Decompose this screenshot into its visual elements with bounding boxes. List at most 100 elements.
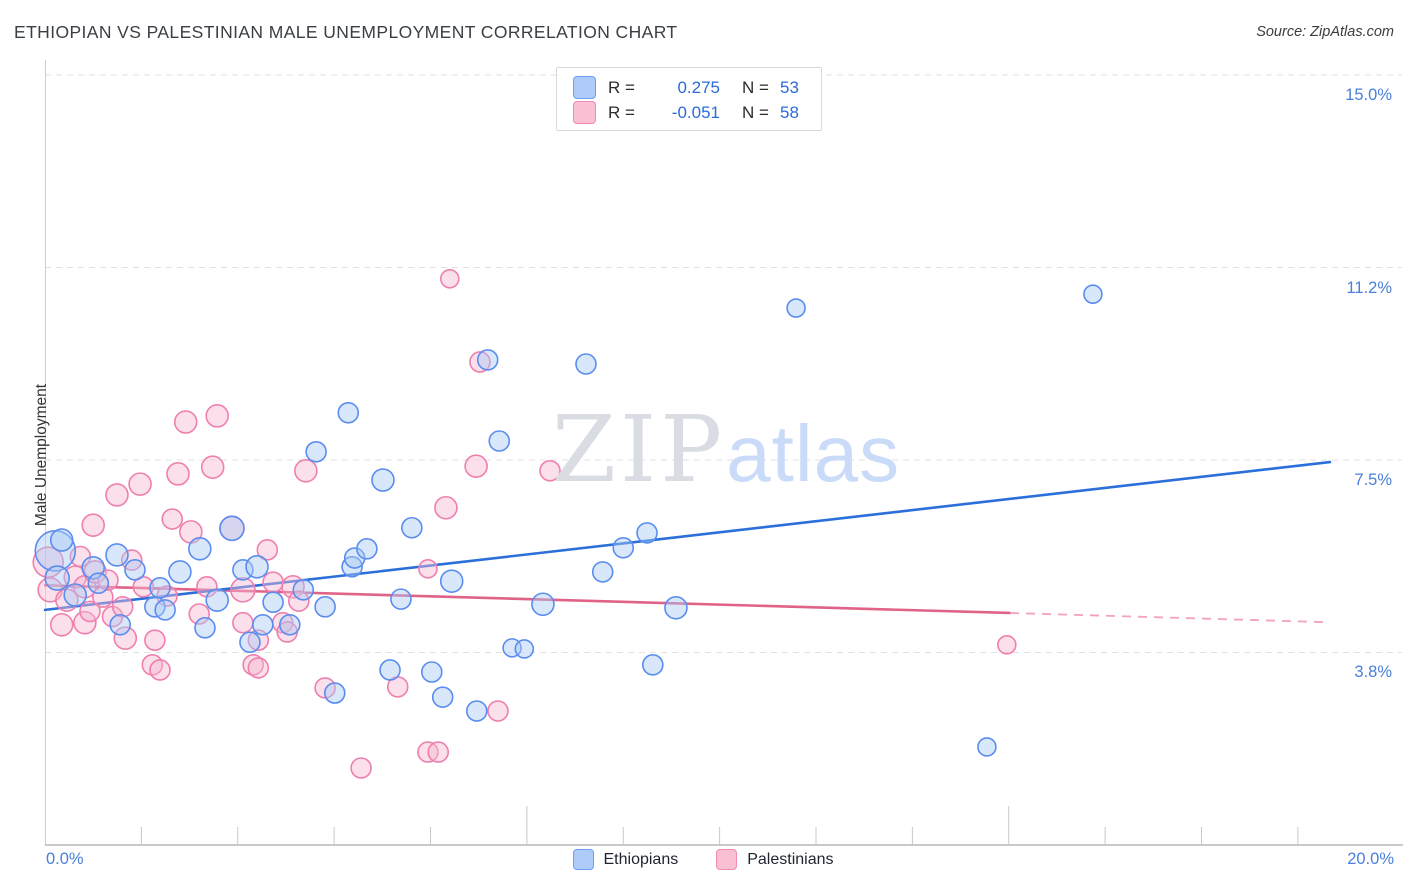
point-palestinians bbox=[128, 472, 152, 496]
point-ethiopians bbox=[431, 686, 454, 708]
point-ethiopians bbox=[612, 536, 635, 559]
ethiopians-swatch bbox=[573, 76, 596, 99]
point-palestinians bbox=[173, 410, 198, 434]
point-palestinians bbox=[469, 351, 491, 373]
point-ethiopians bbox=[642, 654, 664, 676]
point-ethiopians bbox=[636, 522, 658, 544]
point-palestinians bbox=[418, 559, 438, 579]
point-palestinians bbox=[132, 575, 155, 598]
n-value-ethiopians: 53 bbox=[780, 77, 799, 97]
point-ethiopians bbox=[465, 700, 488, 722]
point-ethiopians bbox=[977, 737, 997, 757]
point-palestinians bbox=[81, 513, 105, 537]
point-palestinians bbox=[427, 741, 450, 763]
point-palestinians bbox=[262, 571, 284, 593]
point-ethiopians bbox=[591, 561, 614, 583]
point-palestinians bbox=[200, 455, 225, 479]
point-palestinians bbox=[92, 586, 114, 608]
legend-row-ethiopians: R = 0.275 N = 53 bbox=[573, 75, 821, 100]
point-ethiopians bbox=[194, 617, 216, 639]
point-palestinians bbox=[49, 612, 74, 637]
n-label: N = bbox=[742, 77, 769, 97]
trend-line-palestinians bbox=[43, 583, 1012, 615]
y-tick-label-11-2: 11.2% bbox=[1346, 279, 1392, 297]
point-ethiopians bbox=[205, 588, 229, 612]
point-ethiopians bbox=[786, 298, 806, 318]
y-axis-title: Male Unemployment bbox=[33, 383, 50, 527]
point-palestinians bbox=[232, 611, 254, 634]
point-ethiopians bbox=[371, 468, 395, 492]
point-ethiopians bbox=[292, 579, 315, 601]
point-palestinians bbox=[350, 757, 372, 779]
point-palestinians bbox=[247, 657, 270, 679]
n-label: N = bbox=[742, 102, 769, 122]
point-ethiopians bbox=[514, 639, 535, 659]
point-palestinians bbox=[287, 590, 310, 612]
point-palestinians bbox=[294, 458, 318, 483]
point-ethiopians bbox=[87, 572, 110, 595]
point-ethiopians bbox=[188, 537, 212, 561]
point-ethiopians bbox=[337, 401, 360, 424]
x-axis-max-label: 20.0% bbox=[1347, 850, 1394, 868]
header: ETHIOPIAN VS PALESTINIAN MALE UNEMPLOYME… bbox=[0, 0, 1406, 50]
point-ethiopians bbox=[109, 613, 131, 636]
point-palestinians bbox=[230, 577, 256, 603]
point-ethiopians bbox=[379, 659, 401, 681]
point-ethiopians bbox=[105, 543, 129, 567]
x-axis-min-label: 0.0% bbox=[46, 850, 84, 868]
point-ethiopians bbox=[63, 583, 87, 607]
point-ethiopians bbox=[420, 661, 443, 683]
point-ethiopians bbox=[1083, 284, 1103, 304]
point-palestinians bbox=[256, 539, 279, 561]
point-ethiopians bbox=[149, 577, 171, 599]
point-ethiopians bbox=[44, 565, 71, 591]
r-value-ethiopians: 0.275 bbox=[677, 77, 720, 97]
point-palestinians bbox=[32, 546, 65, 578]
point-palestinians bbox=[188, 603, 210, 625]
point-palestinians bbox=[149, 659, 171, 681]
point-ethiopians bbox=[262, 591, 284, 613]
point-ethiopians bbox=[390, 588, 412, 610]
point-ethiopians bbox=[575, 353, 597, 375]
point-palestinians bbox=[105, 483, 129, 507]
point-palestinians bbox=[997, 635, 1017, 655]
point-palestinians bbox=[113, 626, 138, 650]
y-tick-label-15: 15.0% bbox=[1345, 86, 1392, 104]
point-ethiopians bbox=[168, 560, 192, 584]
point-palestinians bbox=[205, 404, 229, 428]
page-title: ETHIOPIAN VS PALESTINIAN MALE UNEMPLOYME… bbox=[14, 22, 678, 42]
r-label: R = bbox=[608, 77, 635, 97]
point-palestinians bbox=[144, 629, 166, 651]
point-palestinians bbox=[439, 268, 460, 289]
y-tick-label-7-5: 7.5% bbox=[1354, 471, 1392, 489]
point-palestinians bbox=[434, 495, 458, 520]
r-label: R = bbox=[608, 102, 635, 122]
point-palestinians bbox=[539, 459, 561, 482]
y-tick-label-3-8: 3.8% bbox=[1354, 663, 1392, 681]
point-ethiopians bbox=[219, 515, 245, 542]
point-palestinians bbox=[487, 700, 509, 722]
point-ethiopians bbox=[356, 538, 378, 560]
point-ethiopians bbox=[305, 440, 327, 463]
point-ethiopians bbox=[488, 430, 511, 452]
r-value-palestinians: -0.051 bbox=[671, 102, 720, 122]
point-palestinians bbox=[79, 600, 101, 623]
point-palestinians bbox=[166, 462, 190, 486]
point-ethiopians bbox=[439, 569, 464, 593]
point-ethiopians bbox=[314, 596, 336, 618]
point-ethiopians bbox=[476, 349, 499, 371]
point-ethiopians bbox=[401, 516, 423, 539]
point-ethiopians bbox=[124, 559, 146, 581]
point-ethiopians bbox=[245, 554, 269, 579]
point-ethiopians bbox=[232, 559, 254, 581]
point-ethiopians bbox=[664, 596, 688, 620]
point-palestinians bbox=[111, 596, 134, 618]
point-ethiopians bbox=[49, 528, 74, 552]
source-credit: Source: ZipAtlas.com bbox=[1256, 24, 1394, 40]
point-palestinians bbox=[464, 454, 488, 478]
n-value-palestinians: 58 bbox=[780, 102, 799, 122]
trend-line-extension-palestinians bbox=[1010, 612, 1329, 624]
point-ethiopians bbox=[154, 599, 176, 621]
